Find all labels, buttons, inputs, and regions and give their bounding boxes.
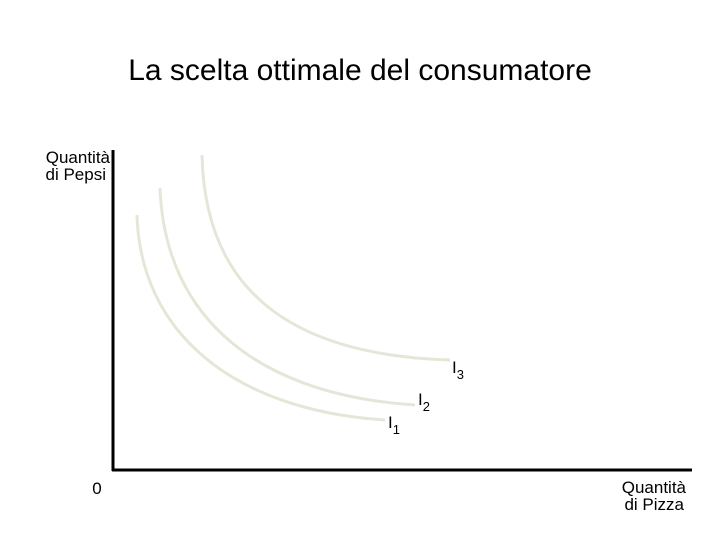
x-axis-label: Quantità xyxy=(622,478,687,497)
curve-label-main: I xyxy=(418,390,423,409)
curve-label-main: I xyxy=(388,413,393,432)
x-axis-label: di Pizza xyxy=(624,495,684,514)
curve-label: I1 xyxy=(388,413,400,437)
title: La scelta ottimale del consumatore xyxy=(128,54,592,87)
indifference-curve xyxy=(135,214,386,422)
indifference-curve xyxy=(200,154,451,362)
y-axis-label: di Pepsi xyxy=(46,165,106,184)
y-axis-label: Quantità xyxy=(46,148,111,167)
curve-label-sub: 1 xyxy=(393,422,400,437)
curve-label: I2 xyxy=(418,390,430,414)
origin-label: 0 xyxy=(92,479,101,498)
curve-label-sub: 3 xyxy=(457,367,464,382)
indifference-curve xyxy=(158,187,416,407)
curve-label-main: I xyxy=(452,358,457,377)
curve-label: I3 xyxy=(452,358,464,382)
curve-label-sub: 2 xyxy=(423,399,430,414)
